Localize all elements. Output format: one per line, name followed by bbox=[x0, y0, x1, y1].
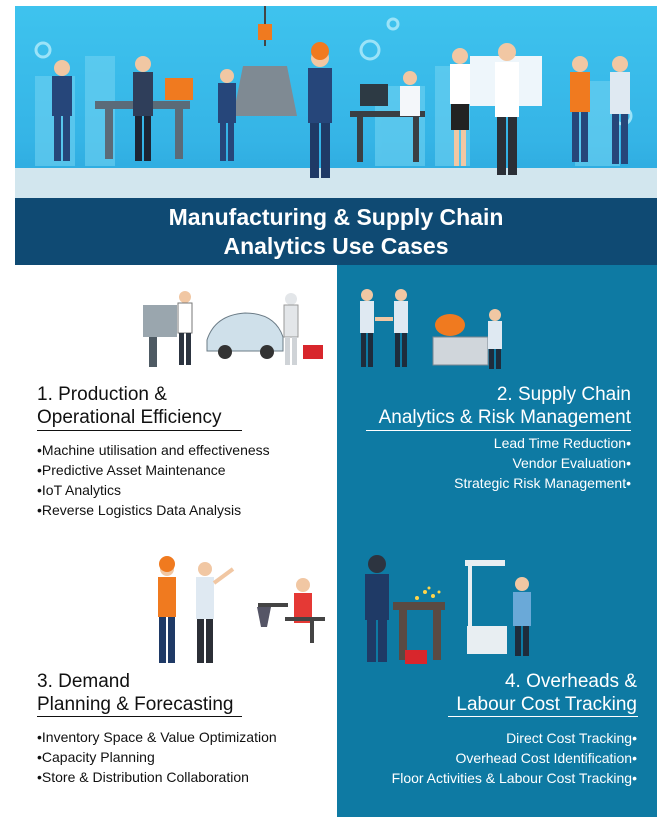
list-item: •Inventory Space & Value Optimization bbox=[37, 729, 277, 745]
section4-heading-line1: 4. Overheads & bbox=[504, 671, 637, 692]
section3-heading: 3. Demand Planning & Forecasting bbox=[37, 670, 233, 716]
section2-heading-line1: 2. Supply Chain bbox=[496, 384, 631, 405]
list-item: •Predictive Asset Maintenance bbox=[37, 462, 226, 478]
section2-heading-line2: Analytics & Risk Management bbox=[378, 407, 631, 428]
section1-heading-line2: Operational Efficiency bbox=[37, 407, 222, 428]
page-title-line1: Manufacturing & Supply Chain bbox=[168, 204, 504, 230]
handshake-and-machine-operator-icon bbox=[360, 289, 502, 369]
welder-and-lab-technician-icon bbox=[365, 555, 531, 664]
title-band: Manufacturing & Supply Chain Analytics U… bbox=[15, 198, 657, 265]
list-item: •Machine utilisation and effectiveness bbox=[37, 442, 270, 458]
section1-underline bbox=[37, 430, 242, 431]
section3-list: •Inventory Space & Value Optimization •C… bbox=[37, 727, 277, 787]
left-column bbox=[15, 265, 337, 817]
section1-list: •Machine utilisation and effectiveness •… bbox=[37, 440, 270, 520]
list-item: •Reverse Logistics Data Analysis bbox=[37, 502, 242, 518]
list-item: Strategic Risk Management• bbox=[454, 475, 631, 491]
section3-heading-line1: 3. Demand bbox=[37, 671, 130, 692]
list-item: Vendor Evaluation• bbox=[512, 455, 631, 471]
section2-list: Lead Time Reduction• Vendor Evaluation• … bbox=[454, 433, 631, 493]
section3-heading-line2: Planning & Forecasting bbox=[37, 694, 234, 715]
section4-heading: 4. Overheads & Labour Cost Tracking bbox=[456, 670, 637, 716]
list-item: Floor Activities & Labour Cost Tracking• bbox=[391, 770, 637, 786]
section2-heading: 2. Supply Chain Analytics & Risk Managem… bbox=[379, 383, 631, 429]
section4-list: Direct Cost Tracking• Overhead Cost Iden… bbox=[392, 728, 637, 788]
section4-heading-line2: Labour Cost Tracking bbox=[456, 694, 637, 715]
section3-underline bbox=[37, 716, 242, 717]
section1-heading: 1. Production & Operational Efficiency bbox=[37, 383, 221, 429]
section1-heading-line1: 1. Production & bbox=[37, 384, 167, 405]
list-item: Lead Time Reduction• bbox=[493, 435, 631, 451]
machine-operator-and-car-assembly-icon bbox=[143, 291, 323, 367]
section2-underline bbox=[366, 430, 631, 431]
list-item: •Store & Distribution Collaboration bbox=[37, 769, 249, 785]
engineers-and-lab-worker-icon bbox=[158, 556, 325, 663]
list-item: •IoT Analytics bbox=[37, 482, 122, 498]
section4-underline bbox=[448, 716, 638, 717]
list-item: Overhead Cost Identification• bbox=[455, 750, 637, 766]
factory-workers-illustration bbox=[15, 6, 657, 198]
list-item: Direct Cost Tracking• bbox=[506, 730, 637, 746]
page-title-line2: Analytics Use Cases bbox=[223, 233, 449, 259]
list-item: •Capacity Planning bbox=[37, 749, 155, 765]
hero-banner bbox=[15, 6, 657, 198]
